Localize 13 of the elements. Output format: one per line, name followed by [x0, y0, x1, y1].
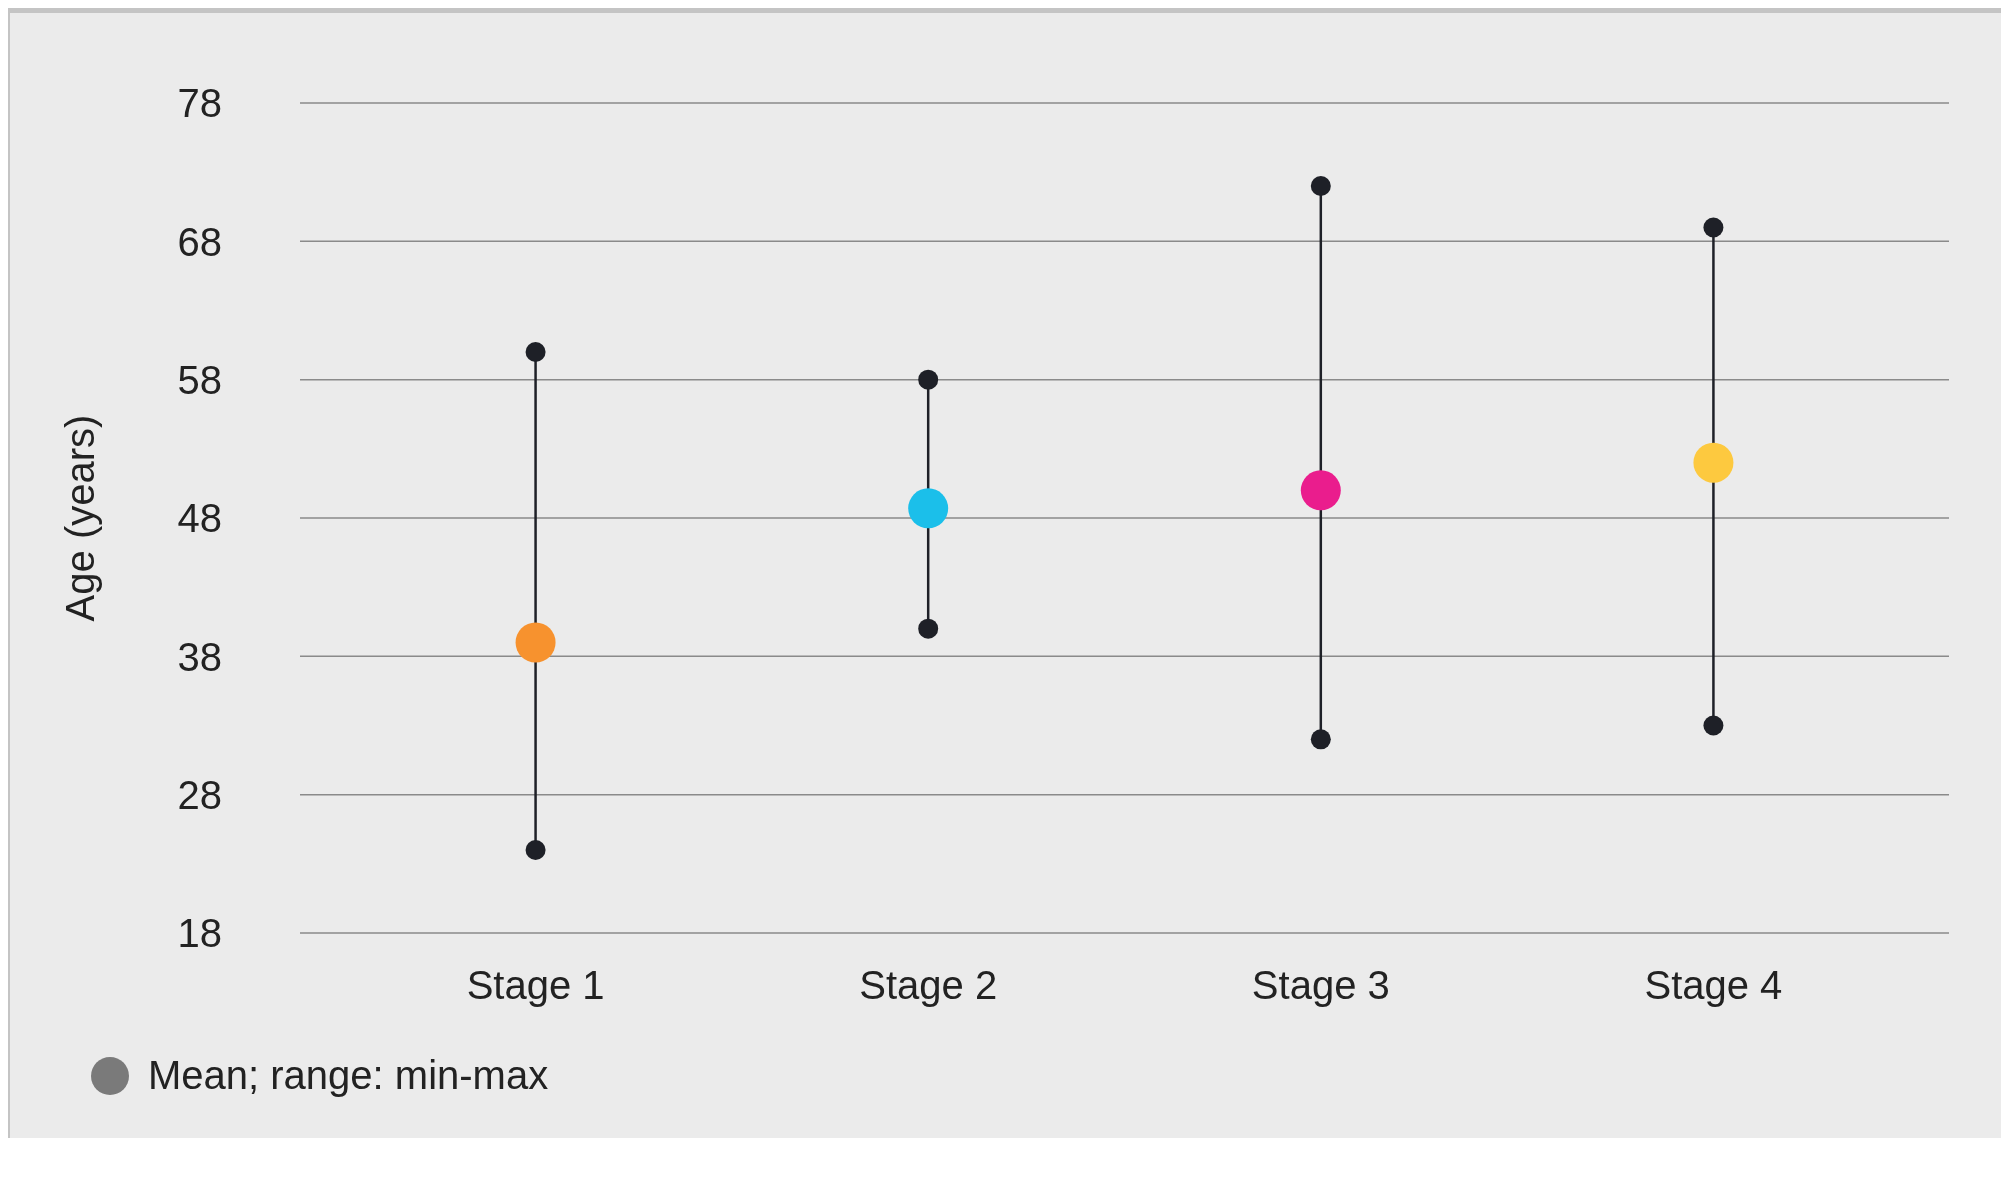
y-axis-title: Age (years): [58, 414, 103, 622]
text: Mean; range: min-max: [148, 1053, 549, 1098]
y-tick-label: 48: [177, 496, 222, 541]
y-tick-label: 28: [177, 772, 222, 817]
x-tick-label: Stage 3: [1251, 963, 1390, 1008]
y-tick-label: 18: [177, 911, 222, 956]
x-tick-label: Stage 1: [466, 963, 605, 1008]
y-tick-label: 38: [177, 634, 222, 679]
y-tick-label: 78: [177, 81, 222, 126]
x-tick-label: Stage 2: [859, 963, 998, 1008]
y-tick-label: 58: [177, 357, 222, 402]
x-tick-label: Stage 4: [1644, 963, 1783, 1008]
y-tick-label: 68: [177, 219, 222, 264]
